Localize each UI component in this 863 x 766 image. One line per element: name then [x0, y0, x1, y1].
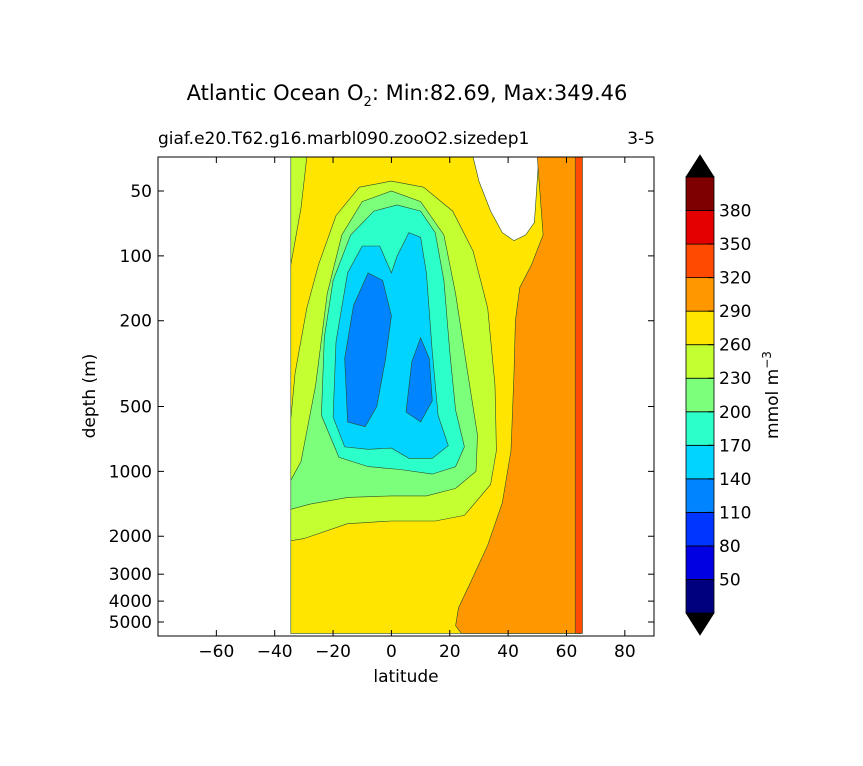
x-tick-label: 40	[497, 642, 519, 662]
colorbar-swatch	[685, 377, 715, 413]
colorbar-extend-min	[685, 612, 715, 636]
colorbar-swatch	[685, 444, 715, 480]
colorbar-tick-label: 50	[719, 570, 741, 590]
colorbar-swatch	[685, 310, 715, 346]
x-tick-label: 0	[386, 642, 397, 662]
contour-fill	[290, 156, 583, 634]
colorbar-swatch	[685, 344, 715, 379]
y-axis-label: depth (m)	[80, 354, 100, 439]
colorbar-tick-label: 350	[719, 235, 751, 255]
colorbar-tick-label: 230	[719, 369, 751, 389]
colorbar: 50 80 110 140 170 200 230 260 290 320 350 380	[685, 154, 751, 636]
colorbar-swatch	[685, 478, 715, 513]
y-tick-label: 50	[130, 182, 152, 202]
contour-region-80-8	[344, 272, 392, 427]
colorbar-tick-label: 110	[719, 503, 751, 523]
colorbar-swatch	[685, 243, 715, 279]
plot-frame	[157, 156, 655, 637]
x-tick-label: −60	[198, 642, 234, 662]
y-tick-label: 3000	[109, 565, 152, 585]
chart-title: Atlantic Ocean O2: Min:82.69, Max:349.46	[187, 81, 628, 110]
x-axis-label: latitude	[373, 667, 438, 687]
colorbar-swatch	[685, 579, 715, 614]
x-axis-ticks: −60 −40 −20 0 20 40 60 80	[198, 157, 636, 662]
colorbar-tick-label: 200	[719, 403, 751, 423]
colorbar-label: mmol m−3	[760, 351, 783, 439]
contour-region-290-2	[574, 156, 583, 634]
chart-subtitle-right: 3-5	[627, 129, 655, 149]
y-tick-label: 1000	[109, 462, 152, 482]
chart-subtitle: giaf.e20.T62.g16.marbl090.zooO2.sizedep1	[158, 129, 529, 149]
colorbar-swatch	[685, 176, 715, 211]
contour-region-260-1	[455, 156, 582, 634]
colorbar-swatch	[685, 511, 715, 547]
colorbar-tick-label: 290	[719, 302, 751, 322]
y-tick-label: 5000	[109, 613, 152, 633]
colorbar-tick-label: 380	[719, 202, 751, 222]
y-tick-label: 200	[120, 312, 152, 332]
x-tick-label: 80	[614, 642, 636, 662]
y-tick-label: 4000	[109, 592, 152, 612]
plot-area: −60 −40 −20 0 20 40 60 80 50 100 200 500 1000 2000 30…	[109, 156, 655, 662]
y-tick-label: 2000	[109, 527, 152, 547]
x-tick-label: −20	[315, 642, 351, 662]
colorbar-extend-max	[685, 154, 715, 178]
colorbar-tick-label: 80	[719, 537, 741, 557]
colorbar-swatch	[685, 210, 715, 245]
colorbar-tick-label: 170	[719, 436, 751, 456]
y-tick-label: 500	[120, 398, 152, 418]
y-tick-label: 100	[120, 247, 152, 267]
colorbar-swatch	[685, 411, 715, 446]
contour-region-80-9	[405, 336, 433, 423]
colorbar-swatch	[685, 277, 715, 312]
colorbar-tick-label: 140	[719, 470, 751, 490]
x-tick-label: 60	[556, 642, 578, 662]
x-tick-label: 20	[439, 642, 461, 662]
colorbar-swatch	[685, 545, 715, 580]
x-tick-label: −40	[257, 642, 293, 662]
colorbar-tick-label: 260	[719, 336, 751, 356]
colorbar-tick-label: 320	[719, 269, 751, 289]
